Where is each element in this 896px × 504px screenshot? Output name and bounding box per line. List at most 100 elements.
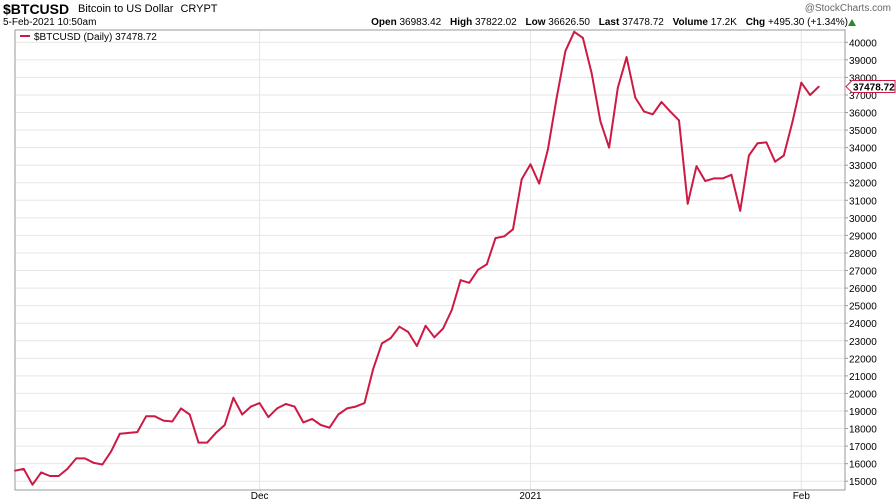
data-point [512,228,514,231]
data-point [573,30,576,33]
data-point [416,345,418,347]
data-point [180,407,182,410]
y-tick-label: 38000 [849,73,877,84]
data-point [215,432,217,434]
y-tick-label: 24000 [849,319,877,330]
data-point [22,468,25,470]
data-point [171,420,174,423]
data-point [450,309,453,311]
y-tick-label: 21000 [849,372,877,383]
last-value-tag: 37478.72 [845,80,896,94]
data-point [800,81,803,84]
chart-header: $BTCUSD Bitcoin to US Dollar CRYPT 5-Feb… [0,0,896,30]
data-point [529,163,532,166]
security-description: Bitcoin to US Dollar [78,3,174,15]
data-point [424,324,427,327]
y-tick-label: 37000 [849,91,877,102]
data-point [118,432,121,435]
data-point [695,165,698,168]
y-tick-label: 16000 [849,460,877,471]
data-point [206,441,209,444]
data-point [625,56,628,59]
security-name: Bitcoin to US Dollar CRYPT [78,3,218,15]
y-tick-label: 20000 [849,389,877,400]
y-tick-label: 29000 [849,231,877,242]
y-tick-label: 39000 [849,56,877,67]
data-point [389,337,392,339]
data-point [634,96,637,99]
data-point [756,142,759,145]
x-tick-label: Dec [251,491,269,502]
data-point [590,72,593,74]
plot-area-border [14,29,846,491]
data-point [520,178,523,181]
data-point [765,141,768,144]
legend-label: $BTCUSD (Daily) 37478.72 [34,32,157,43]
data-point [145,415,148,418]
data-point [468,281,471,284]
data-point [101,463,104,466]
data-point [582,37,584,39]
x-tick-label: 2021 [519,491,542,502]
quote-stats: Open 36983.42 High 37822.02 Low 36626.50… [371,17,848,28]
data-point [49,475,51,477]
data-point [284,403,287,405]
data-point [485,263,488,266]
low-value: 36626.50 [548,17,590,28]
data-point [250,405,252,408]
low-label: Low [525,17,546,28]
y-tick-label: 18000 [849,425,877,436]
data-point [153,415,156,418]
data-point [92,461,95,464]
brand-watermark[interactable]: @StockCharts.com [804,3,891,14]
data-point [75,457,78,460]
data-point [276,407,278,410]
data-point [791,120,794,123]
data-point [337,413,340,416]
y-tick-label: 26000 [849,284,877,295]
last-value-text: 37478.72 [853,83,895,94]
y-tick-label: 25000 [849,302,877,313]
y-axis: 15000 16000 17000 18000 19000 20000 21000 22000… [845,38,877,488]
y-tick-label: 36000 [849,109,877,120]
y-tick-label: 15000 [849,477,877,488]
data-point [616,87,619,89]
data-point [547,148,549,151]
open-value: 36983.42 [399,17,442,28]
y-tick-label: 40000 [849,38,877,49]
data-point [267,416,270,418]
data-point [817,85,820,88]
data-point [503,235,506,238]
chart-grid [15,30,845,490]
data-point [197,441,200,444]
data-point [564,50,567,52]
data-point [459,279,462,282]
data-point [66,468,69,470]
data-point [538,182,541,185]
legend: $BTCUSD (Daily) 37478.72 [20,32,157,43]
data-point [442,327,444,330]
data-point [739,209,742,212]
data-point [354,405,357,408]
data-point [293,405,296,408]
data-point [433,336,436,339]
data-point [57,475,60,477]
data-point [84,457,86,460]
data-point [398,325,401,328]
data-point [302,421,305,424]
data-point [14,469,16,472]
data-point [232,396,235,399]
y-tick-label: 32000 [849,179,877,190]
up-arrow-icon [848,19,856,26]
y-tick-label: 33000 [849,161,877,172]
data-point [686,202,689,205]
data-point [311,418,313,420]
data-point [599,120,602,123]
price-series-line[interactable] [14,30,820,486]
data-point [774,160,776,163]
x-tick-label: Feb [793,491,811,502]
data-point [136,431,139,433]
data-point [809,94,811,96]
data-point [188,413,191,416]
